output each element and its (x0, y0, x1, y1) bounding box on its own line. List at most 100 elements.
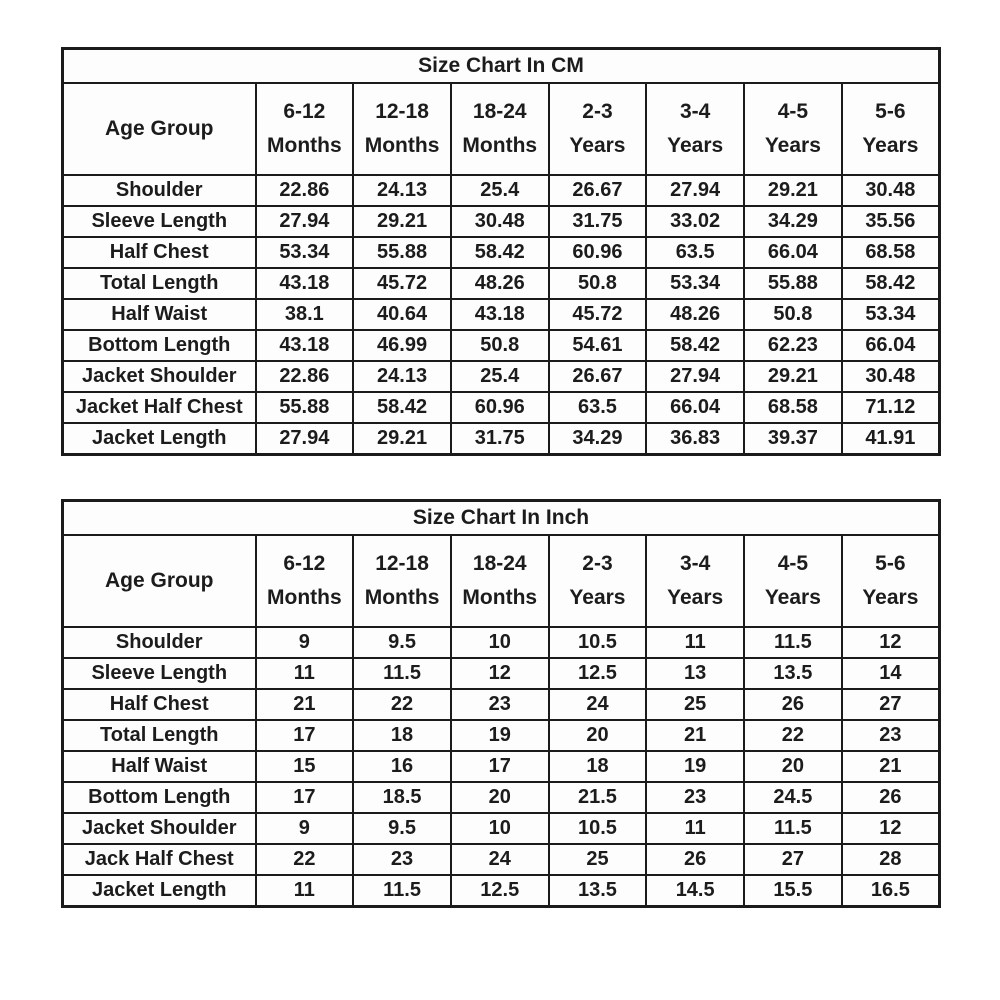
value-cell: 39.37 (743, 422, 843, 456)
value-cell: 60.96 (547, 236, 648, 269)
size-chart-inch-table: Size Chart In Inch Age Group 6-12 Months 12-… (61, 499, 941, 908)
value-cell: 20 (743, 750, 843, 783)
value-cell: 48.26 (449, 267, 550, 300)
value-cell: 13.5 (547, 874, 648, 908)
value-cell: 11 (645, 812, 746, 845)
table-row: Jacket Length 27.94 29.21 31.75 34.29 36.83 39… (61, 422, 941, 456)
table-row: Shoulder 22.86 24.13 25.4 26.67 27.94 29.21 30.… (61, 174, 941, 207)
value-cell: 19 (645, 750, 746, 783)
table-row: Jacket Half Chest 55.88 58.42 60.96 63.5 66.0… (61, 391, 941, 424)
value-cell: 12 (840, 812, 941, 845)
row-label: Jack Half Chest (61, 843, 257, 876)
value-cell: 20 (449, 781, 550, 814)
age-group-header: Age Group (61, 534, 257, 628)
column-header-line: 12-18 (375, 100, 429, 123)
value-cell: 55.88 (352, 236, 452, 269)
value-cell: 22 (743, 719, 843, 752)
value-cell: 23 (352, 843, 452, 876)
row-label: Bottom Length (61, 781, 257, 814)
value-cell: 55.88 (254, 391, 355, 424)
row-label: Half Waist (61, 750, 257, 783)
value-cell: 11.5 (743, 812, 843, 845)
value-cell: 25 (547, 843, 648, 876)
row-label: Total Length (61, 267, 257, 300)
column-header: 5-6 Years (840, 82, 941, 176)
column-header-line: Years (862, 586, 919, 609)
column-header: 3-4 Years (645, 82, 746, 176)
table-row: Half Chest 53.34 55.88 58.42 60.96 63.5 66.04 6… (61, 236, 941, 269)
table-row: Jacket Shoulder 22.86 24.13 25.4 26.67 27.94 2… (61, 360, 941, 393)
row-label: Bottom Length (61, 329, 257, 362)
row-label: Sleeve Length (61, 657, 257, 690)
value-cell: 55.88 (743, 267, 843, 300)
table-row: Sleeve Length 27.94 29.21 30.48 31.75 33.02 34… (61, 205, 941, 238)
value-cell: 63.5 (547, 391, 648, 424)
column-header-line: 5-6 (875, 100, 906, 123)
value-cell: 10 (449, 812, 550, 845)
column-header-line: Months (364, 586, 440, 609)
value-cell: 58.42 (352, 391, 452, 424)
value-cell: 50.8 (743, 298, 843, 331)
value-cell: 43.18 (449, 298, 550, 331)
column-header: 3-4 Years (645, 534, 746, 628)
value-cell: 53.34 (254, 236, 355, 269)
value-cell: 11.5 (743, 626, 843, 659)
table-row: Bottom Length 17 18.5 20 21.5 23 24.5 26 (61, 781, 941, 814)
value-cell: 58.42 (449, 236, 550, 269)
column-header: 4-5 Years (743, 82, 843, 176)
value-cell: 17 (254, 781, 355, 814)
value-cell: 25 (645, 688, 746, 721)
column-header: 6-12 Months (254, 534, 355, 628)
table-title-row: Size Chart In CM (61, 47, 941, 84)
value-cell: 18 (547, 750, 648, 783)
value-cell: 50.8 (449, 329, 550, 362)
value-cell: 38.1 (254, 298, 355, 331)
table-row: Half Waist 15 16 17 18 19 20 21 (61, 750, 941, 783)
value-cell: 66.04 (840, 329, 941, 362)
value-cell: 30.48 (449, 205, 550, 238)
column-header-line: Years (569, 586, 626, 609)
value-cell: 22 (352, 688, 452, 721)
value-cell: 58.42 (645, 329, 746, 362)
value-cell: 12.5 (449, 874, 550, 908)
value-cell: 35.56 (840, 205, 941, 238)
row-label: Sleeve Length (61, 205, 257, 238)
table-row: Half Waist 38.1 40.64 43.18 45.72 48.26 50.8 53… (61, 298, 941, 331)
column-header-line: Years (764, 586, 821, 609)
table-row: Shoulder 9 9.5 10 10.5 11 11.5 12 (61, 626, 941, 659)
value-cell: 27.94 (254, 205, 355, 238)
value-cell: 43.18 (254, 267, 355, 300)
column-header-line: Years (667, 586, 724, 609)
value-cell: 29.21 (352, 422, 452, 456)
value-cell: 22 (254, 843, 355, 876)
column-header: 6-12 Months (254, 82, 355, 176)
column-header-line: 3-4 (679, 100, 711, 123)
value-cell: 24.5 (743, 781, 843, 814)
value-cell: 11 (254, 874, 355, 908)
value-cell: 28 (840, 843, 941, 876)
value-cell: 22.86 (254, 360, 355, 393)
value-cell: 23 (449, 688, 550, 721)
column-header: 4-5 Years (743, 534, 843, 628)
value-cell: 18.5 (352, 781, 452, 814)
column-header: 12-18 Months (352, 82, 452, 176)
value-cell: 33.02 (645, 205, 746, 238)
row-label: Jacket Shoulder (61, 812, 257, 845)
value-cell: 26 (645, 843, 746, 876)
column-header-line: 4-5 (777, 552, 809, 575)
value-cell: 13 (645, 657, 746, 690)
value-cell: 60.96 (449, 391, 550, 424)
value-cell: 58.42 (840, 267, 941, 300)
column-header-line: Years (667, 134, 724, 157)
value-cell: 31.75 (547, 205, 648, 238)
value-cell: 13.5 (743, 657, 843, 690)
value-cell: 25.4 (449, 174, 550, 207)
column-header: 5-6 Years (840, 534, 941, 628)
column-header: 18-24 Months (449, 82, 550, 176)
value-cell: 24.13 (352, 360, 452, 393)
value-cell: 9 (254, 626, 355, 659)
column-header-line: Months (267, 134, 342, 157)
value-cell: 53.34 (645, 267, 746, 300)
column-header-line: 4-5 (777, 100, 809, 123)
table-row: Jacket Length 11 11.5 12.5 13.5 14.5 15.5 16.5 (61, 874, 941, 908)
